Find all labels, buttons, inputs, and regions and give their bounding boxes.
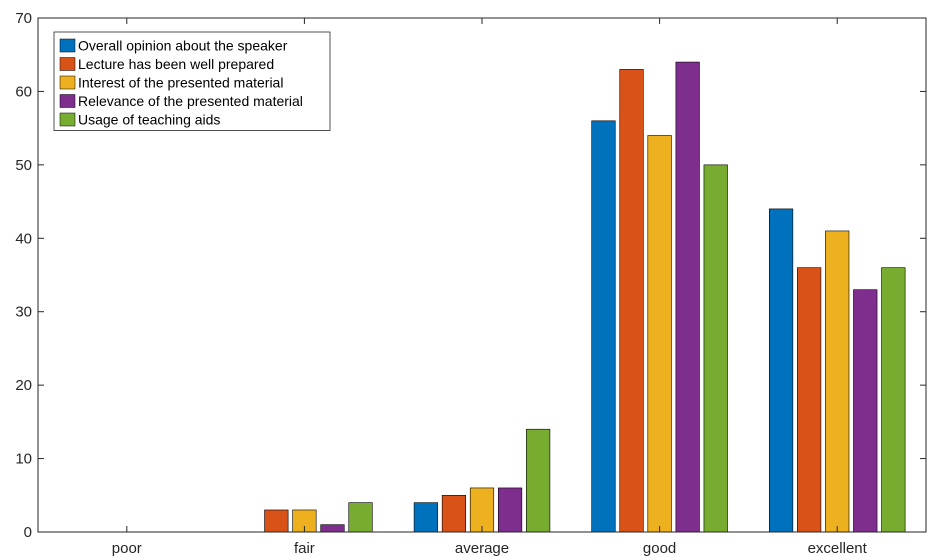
- bar: [413, 502, 438, 533]
- bar: [320, 524, 345, 533]
- legend-swatch: [59, 75, 76, 90]
- bar: [526, 428, 551, 533]
- bar: [264, 509, 289, 533]
- y-tick-label: 40: [15, 230, 32, 247]
- bar: [441, 494, 467, 533]
- bar: [348, 502, 373, 533]
- x-tick-label: average: [455, 540, 509, 556]
- x-tick-label: good: [643, 540, 676, 556]
- bar: [469, 487, 495, 533]
- legend-label: Interest of the presented material: [78, 75, 283, 91]
- bar: [881, 267, 906, 533]
- bar: [768, 208, 794, 533]
- bar: [675, 61, 700, 533]
- x-tick-labels: poor fair average good excellent: [112, 540, 868, 556]
- y-tick-label: 20: [15, 377, 32, 394]
- bar: [853, 289, 878, 533]
- y-tick-label: 0: [24, 524, 32, 541]
- bar: [703, 164, 728, 533]
- axes-group: [37, 17, 927, 533]
- x-tick-label: poor: [112, 540, 142, 556]
- y-tick-label: 30: [15, 304, 32, 321]
- legend-swatch: [59, 57, 76, 71]
- legend-swatch: [59, 38, 76, 53]
- x-tick-label: excellent: [808, 540, 868, 556]
- y-tick-labels: 0 10 20 30 40 50 60 70: [15, 10, 32, 541]
- bars-group: [264, 61, 906, 533]
- bar: [591, 120, 616, 533]
- bar: [797, 267, 822, 533]
- legend-label: Overall opinion about the speaker: [78, 38, 288, 54]
- y-tick-label: 60: [15, 83, 32, 100]
- legend-swatch: [59, 94, 76, 108]
- y-tick-label: 50: [15, 157, 32, 174]
- y-tick-label: 10: [15, 451, 32, 468]
- legend: Overall opinion about the speaker Lecture…: [53, 31, 331, 131]
- legend-label: Relevance of the presented material: [78, 93, 303, 109]
- bar: [647, 135, 672, 533]
- bar: [497, 487, 523, 533]
- x-tick-label: fair: [294, 540, 315, 556]
- y-tick-label: 70: [15, 10, 32, 27]
- legend-swatch: [59, 112, 76, 127]
- bar: [619, 69, 644, 533]
- legend-box: [53, 31, 331, 131]
- bar: [825, 230, 850, 533]
- legend-label: Lecture has been well prepared: [78, 56, 274, 72]
- legend-label: Usage of teaching aids: [78, 112, 220, 128]
